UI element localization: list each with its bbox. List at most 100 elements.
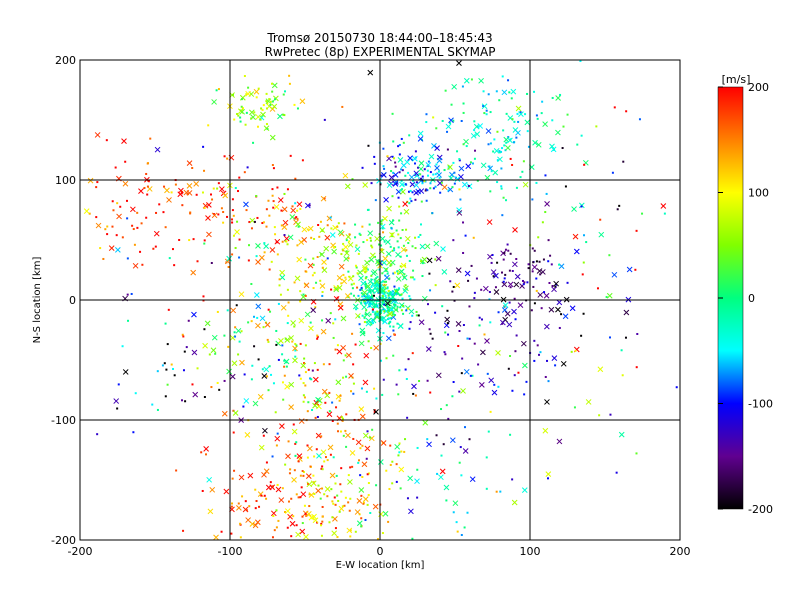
data-point-dot xyxy=(331,500,334,503)
data-point-dot xyxy=(304,344,307,347)
data-point-dot xyxy=(432,116,435,119)
data-point-cross xyxy=(394,443,401,450)
data-point-cross xyxy=(660,203,667,209)
data-point-dot xyxy=(164,322,167,325)
data-point-dot xyxy=(675,386,678,389)
data-point-dot xyxy=(359,288,362,291)
data-point-dot xyxy=(349,535,352,538)
data-point-cross xyxy=(536,268,543,274)
data-point-dot xyxy=(562,125,565,128)
data-point-dot xyxy=(115,234,118,237)
data-point-dot xyxy=(533,90,536,93)
data-point-dot xyxy=(369,239,372,242)
data-point-dot xyxy=(231,93,234,96)
data-point-cross xyxy=(474,131,481,137)
data-point-dot xyxy=(184,400,187,403)
data-point-cross xyxy=(478,77,484,84)
data-point-dot xyxy=(357,294,360,297)
data-point-dot xyxy=(312,474,315,477)
data-point-dot xyxy=(308,505,311,508)
data-point-cross xyxy=(239,108,245,115)
data-point-cross xyxy=(393,306,399,313)
data-point-dot xyxy=(339,394,342,397)
data-point-dot xyxy=(231,209,234,212)
data-point-dot xyxy=(463,526,466,529)
data-point-dot xyxy=(267,389,270,392)
data-point-dot xyxy=(238,238,241,241)
data-point-dot xyxy=(492,275,495,278)
data-point-dot xyxy=(635,229,638,232)
data-point-dot xyxy=(328,391,331,394)
data-point-dot xyxy=(335,406,338,409)
data-point-cross xyxy=(338,505,345,512)
data-point-dot xyxy=(272,515,275,518)
data-point-dot xyxy=(336,536,339,539)
data-point-dot xyxy=(367,340,370,343)
data-point-dot xyxy=(533,302,536,305)
data-point-cross xyxy=(231,360,238,367)
data-point-cross xyxy=(235,327,242,334)
data-point-cross xyxy=(206,231,212,238)
data-point-dot xyxy=(356,286,359,289)
data-point-dot xyxy=(369,237,372,240)
data-point-cross xyxy=(368,256,375,263)
data-point-dot xyxy=(188,239,191,242)
data-point-dot xyxy=(331,401,334,404)
data-point-cross xyxy=(247,472,254,479)
data-point-cross xyxy=(428,153,435,160)
data-point-cross xyxy=(310,307,317,313)
data-point-cross xyxy=(307,225,314,232)
data-point-cross xyxy=(192,391,199,398)
data-point-dot xyxy=(260,107,263,110)
data-point-dot xyxy=(398,442,401,445)
data-point-dot xyxy=(535,260,538,263)
data-point-cross xyxy=(362,266,368,273)
data-point-dot xyxy=(365,276,368,279)
data-point-dot xyxy=(378,283,381,286)
data-point-dot xyxy=(367,494,370,497)
data-point-cross xyxy=(455,321,462,327)
data-point-cross xyxy=(288,381,295,388)
data-point-dot xyxy=(340,282,343,285)
data-point-dot xyxy=(514,350,517,353)
data-point-dot xyxy=(320,524,323,527)
data-point-dot xyxy=(253,315,256,318)
data-point-dot xyxy=(499,490,502,493)
data-point-dot xyxy=(524,113,527,116)
data-point-dot xyxy=(396,270,399,273)
data-point-dot xyxy=(431,337,434,340)
data-point-dot xyxy=(240,330,243,333)
data-point-dot xyxy=(232,214,235,217)
data-point-dot xyxy=(156,370,159,373)
data-point-dot xyxy=(533,249,536,252)
data-point-cross xyxy=(513,281,520,288)
data-point-dot xyxy=(456,150,459,153)
data-point-cross xyxy=(320,328,327,335)
data-point-dot xyxy=(348,275,351,278)
data-point-dot xyxy=(283,374,286,377)
data-point-dot xyxy=(329,216,332,219)
data-point-dot xyxy=(407,171,410,174)
data-point-cross xyxy=(418,188,425,194)
data-point-dot xyxy=(315,448,318,451)
data-point-cross xyxy=(382,215,388,222)
data-point-dot xyxy=(332,246,335,249)
data-point-cross xyxy=(236,504,242,511)
data-point-dot xyxy=(583,163,586,166)
data-point-dot xyxy=(338,399,341,402)
data-point-dot xyxy=(511,163,514,166)
data-point-dot xyxy=(476,125,479,128)
data-point-cross xyxy=(522,362,528,369)
data-point-cross xyxy=(312,517,319,524)
data-point-dot xyxy=(248,221,251,224)
data-point-dot xyxy=(354,264,357,267)
data-point-dot xyxy=(317,224,320,227)
data-point-dot xyxy=(445,499,448,502)
data-point-dot xyxy=(310,378,313,381)
data-point-dot xyxy=(443,169,446,172)
data-point-cross xyxy=(252,400,259,407)
data-point-dot xyxy=(140,222,143,225)
data-point-dot xyxy=(635,366,638,369)
data-point-dot xyxy=(342,376,345,379)
data-point-dot xyxy=(352,282,355,285)
